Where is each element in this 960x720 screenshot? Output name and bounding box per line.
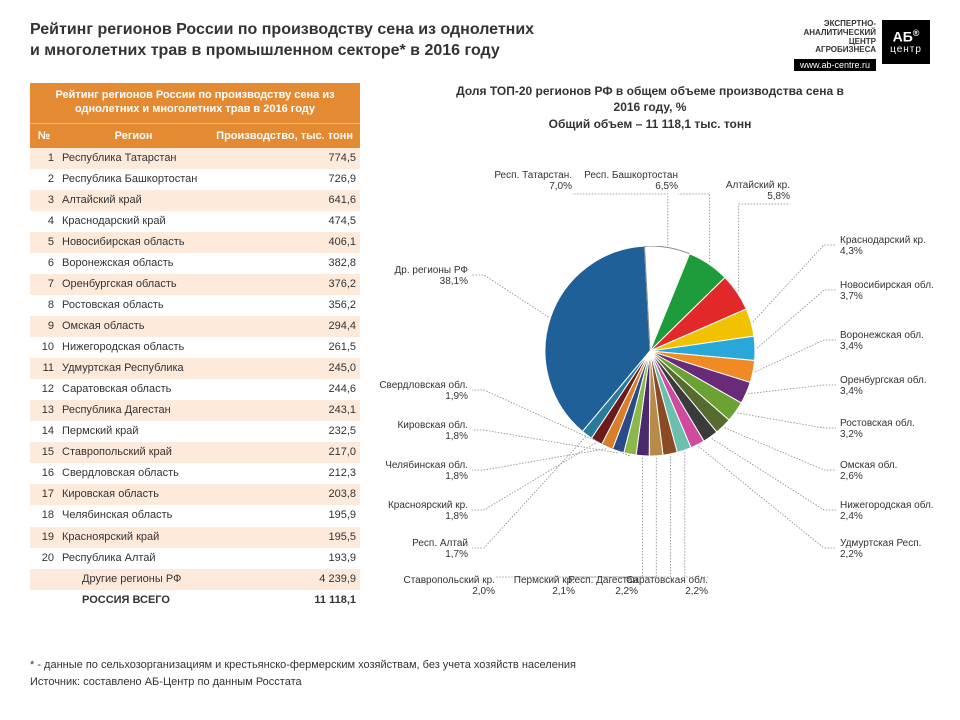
pie-label: Др. регионы РФ38,1%	[395, 265, 468, 288]
table-row: 15Ставропольский край217,0	[30, 442, 360, 463]
pie-label: Ставропольский кр.2,0%	[403, 575, 495, 598]
table-row: 10Нижегородская область261,5	[30, 337, 360, 358]
table-title: Рейтинг регионов России по производству …	[30, 83, 360, 123]
table-row: 17Кировская область203,8	[30, 484, 360, 505]
table-row: 7Оренбургская область376,2	[30, 274, 360, 295]
pie-label: Краснодарский кр.4,3%	[840, 235, 926, 258]
table-row: 13Республика Дагестан243,1	[30, 400, 360, 421]
table-row: 12Саратовская область244,6	[30, 379, 360, 400]
table-row: 19Красноярский край195,5	[30, 527, 360, 548]
pie-label: Пермский кр.2,1%	[514, 575, 575, 598]
table-row: 6Воронежская область382,8	[30, 253, 360, 274]
col-num: №	[30, 123, 58, 148]
table-row: 5Новосибирская область406,1	[30, 232, 360, 253]
table-row: 11Удмуртская Республика245,0	[30, 358, 360, 379]
rating-table: Рейтинг регионов России по производству …	[30, 83, 360, 616]
table-row: 9Омская область294,4	[30, 316, 360, 337]
pie-label: Алтайский кр.5,8%	[726, 180, 790, 203]
col-value: Производство, тыс. тонн	[209, 123, 360, 148]
pie-label: Кировская обл.1,8%	[397, 420, 468, 443]
col-region: Регион	[58, 123, 209, 148]
pie-label: Челябинская обл.1,8%	[385, 460, 468, 483]
logo: ЭКСПЕРТНО- АНАЛИТИЧЕСКИЙ ЦЕНТР АГРОБИЗНЕ…	[794, 20, 930, 73]
table-row: 4Краснодарский край474,5	[30, 211, 360, 232]
table-row: 3Алтайский край641,6	[30, 190, 360, 211]
pie-label: Новосибирская обл.3,7%	[840, 280, 934, 303]
pie-label: Воронежская обл.3,4%	[840, 330, 924, 353]
pie-label: Удмуртская Респ.2,2%	[840, 538, 921, 561]
pie-label: Свердловская обл.1,9%	[379, 380, 468, 403]
table-row: 16Свердловская область212,3	[30, 463, 360, 484]
chart-title: Доля ТОП-20 регионов РФ в общем объеме п…	[370, 83, 930, 132]
table-row: 2Республика Башкортостан726,9	[30, 169, 360, 190]
pie-label: Нижегородская обл.2,4%	[840, 500, 934, 523]
pie-label: Красноярский кр.1,8%	[388, 500, 468, 523]
pie-label: Ростовская обл.3,2%	[840, 418, 915, 441]
pie-label: Оренбургская обл.3,4%	[840, 375, 927, 398]
table-row: 14Пермский край232,5	[30, 421, 360, 442]
table-row: 1Республика Татарстан774,5	[30, 148, 360, 169]
table-row: 20Республика Алтай193,9	[30, 548, 360, 569]
logo-mark-icon: АБ® центр	[882, 20, 930, 64]
pie-label: Респ. Татарстан.7,0%	[494, 170, 572, 193]
pie-label: Респ. Дагестан2,2%	[568, 575, 638, 598]
pie-label: Саратовская обл.2,2%	[626, 575, 708, 598]
table-row-others: Другие регионы РФ4 239,9	[30, 569, 360, 590]
table-row: 18Челябинская область195,9	[30, 505, 360, 526]
pie-label: Респ. Башкортостан6,5%	[584, 170, 678, 193]
logo-url: www.ab-centre.ru	[794, 59, 876, 71]
pie-label: Омская обл.2,6%	[840, 460, 897, 483]
page-title: Рейтинг регионов России по производству …	[30, 20, 534, 62]
table-row-total: РОССИЯ ВСЕГО11 118,1	[30, 590, 360, 611]
table-row: 8Ростовская область356,2	[30, 295, 360, 316]
footnote: * - данные по сельхозорганизациям и крес…	[30, 657, 576, 690]
pie-label: Респ. Алтай1,7%	[412, 538, 468, 561]
pie-chart: Др. регионы РФ38,1% Респ. Татарстан.7,0% Р…	[370, 136, 930, 616]
